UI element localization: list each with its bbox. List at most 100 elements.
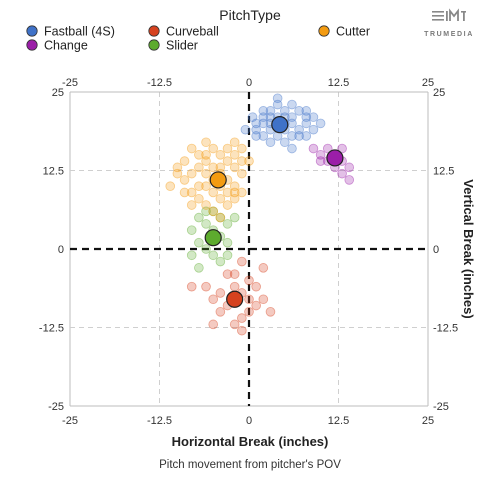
- pitch-point-fastball-4s: [272, 93, 283, 104]
- y-axis-title: Vertical Break (inches): [461, 179, 476, 318]
- pitch-point-cutter: [186, 200, 197, 210]
- pitch-point-slider: [194, 237, 204, 248]
- pitch-point-curveball: [215, 288, 226, 298]
- pitch-point-fastball-4s: [279, 106, 290, 116]
- pitch-point-cutter: [201, 156, 211, 166]
- pitch-point-slider: [186, 250, 197, 261]
- pitch-point-curveball: [244, 275, 254, 286]
- pitch-point-curveball: [237, 313, 247, 323]
- pitch-point-slider: [222, 250, 233, 261]
- pitch-point-cutter: [222, 156, 233, 166]
- legend-swatch-cutter: [318, 25, 330, 37]
- pitch-point-cutter: [237, 143, 247, 154]
- legend-swatch-curveball: [148, 25, 160, 37]
- pitch-point-fastball-4s: [279, 137, 290, 148]
- pitch-point-cutter: [208, 187, 219, 198]
- pitch-point-cutter: [215, 162, 226, 173]
- pitch-point-cutter: [237, 187, 247, 198]
- mean-marker-change: [326, 149, 344, 167]
- pitch-point-slider: [222, 237, 233, 248]
- y-tick-label-right: 25: [433, 87, 445, 99]
- pitch-point-change: [308, 143, 319, 154]
- pitch-point-fastball-4s: [287, 143, 297, 154]
- pitch-point-change: [315, 156, 326, 166]
- pitch-point-curveball: [229, 269, 240, 279]
- pitch-point-cutter: [215, 212, 226, 223]
- pitch-point-cutter: [172, 168, 183, 179]
- mean-marker-cutter: [209, 171, 227, 189]
- legend-swatch-fastball-4s: [26, 25, 38, 37]
- pitch-point-fastball-4s: [308, 124, 319, 135]
- pitch-point-fastball-4s: [240, 124, 251, 135]
- pitch-point-change: [344, 175, 355, 185]
- x-tick-label-top: -12.5: [147, 77, 172, 89]
- pitch-point-cutter: [186, 168, 197, 179]
- chart-caption: Pitch movement from pitcher's POV: [159, 459, 341, 471]
- pitch-point-curveball: [229, 319, 240, 330]
- x-tick-label-top: 25: [422, 77, 434, 89]
- pitch-point-slider: [194, 263, 204, 273]
- y-tick-label-left: -25: [48, 401, 64, 413]
- x-tick-label-bottom: -12.5: [147, 415, 172, 427]
- pitch-point-curveball: [222, 269, 233, 279]
- pitch-point-curveball: [186, 281, 197, 292]
- pitch-point-curveball: [208, 319, 219, 330]
- pitch-point-fastball-4s: [287, 131, 297, 141]
- pitch-point-cutter: [179, 175, 190, 185]
- pitch-point-curveball: [251, 281, 261, 292]
- legend-label-cutter: Cutter: [336, 25, 370, 39]
- pitch-point-cutter: [179, 187, 190, 198]
- pitch-point-cutter: [165, 181, 176, 192]
- x-tick-label-bottom: -25: [62, 415, 78, 427]
- pitch-point-cutter: [222, 143, 233, 154]
- pitch-point-curveball: [208, 294, 219, 305]
- pitch-point-slider: [201, 244, 211, 254]
- legend-label-curveball: Curveball: [166, 25, 219, 39]
- pitch-point-slider: [186, 225, 197, 235]
- pitch-point-fastball-4s: [258, 112, 269, 122]
- pitch-point-slider: [215, 212, 226, 223]
- x-tick-label-bottom: 0: [246, 415, 252, 427]
- x-tick-label-top: 0: [246, 77, 252, 89]
- logo-text: TRUMEDIA: [424, 31, 474, 38]
- pitch-point-fastball-4s: [294, 124, 304, 135]
- pitch-point-cutter: [229, 162, 240, 173]
- pitch-point-cutter: [237, 156, 247, 166]
- legend-title: PitchType: [219, 7, 281, 23]
- pitch-point-fastball-4s: [265, 137, 276, 148]
- pitch-point-fastball-4s: [251, 131, 261, 141]
- y-tick-label-right: -25: [433, 401, 449, 413]
- pitch-point-cutter: [186, 143, 197, 154]
- pitch-point-slider: [222, 219, 233, 229]
- pitch-point-curveball: [258, 263, 269, 273]
- pitch-point-cutter: [194, 193, 204, 204]
- pitch-point-cutter: [229, 187, 240, 198]
- x-tick-label-bottom: 12.5: [328, 415, 349, 427]
- pitch-point-fastball-4s: [251, 118, 261, 129]
- pitch-point-cutter: [244, 156, 254, 166]
- pitch-point-change: [322, 143, 333, 154]
- pitch-point-fastball-4s: [301, 118, 312, 129]
- pitch-point-fastball-4s: [294, 106, 304, 116]
- pitch-point-change: [337, 168, 347, 179]
- pitch-point-cutter: [201, 181, 211, 192]
- pitch-point-fastball-4s: [301, 112, 312, 122]
- pitch-point-cutter: [222, 187, 233, 198]
- x-tick-label-top: 12.5: [328, 77, 349, 89]
- pitch-point-fastball-4s: [258, 118, 269, 129]
- pitch-point-slider: [208, 250, 219, 261]
- pitch-point-fastball-4s: [258, 106, 269, 116]
- pitch-point-curveball: [258, 294, 269, 305]
- pitch-point-slider: [229, 212, 240, 223]
- pitch-point-cutter: [215, 193, 226, 204]
- pitch-point-curveball: [215, 306, 226, 317]
- pitch-point-cutter: [201, 150, 211, 160]
- pitch-means: [204, 116, 344, 308]
- pitch-point-cutter: [208, 143, 219, 154]
- pitch-point-cutter: [201, 168, 211, 179]
- pitch-point-cutter: [222, 200, 233, 210]
- pitch-point-curveball: [201, 281, 211, 292]
- trumedia-logo: TRUMEDIA: [424, 8, 474, 38]
- mean-marker-slider: [204, 229, 222, 247]
